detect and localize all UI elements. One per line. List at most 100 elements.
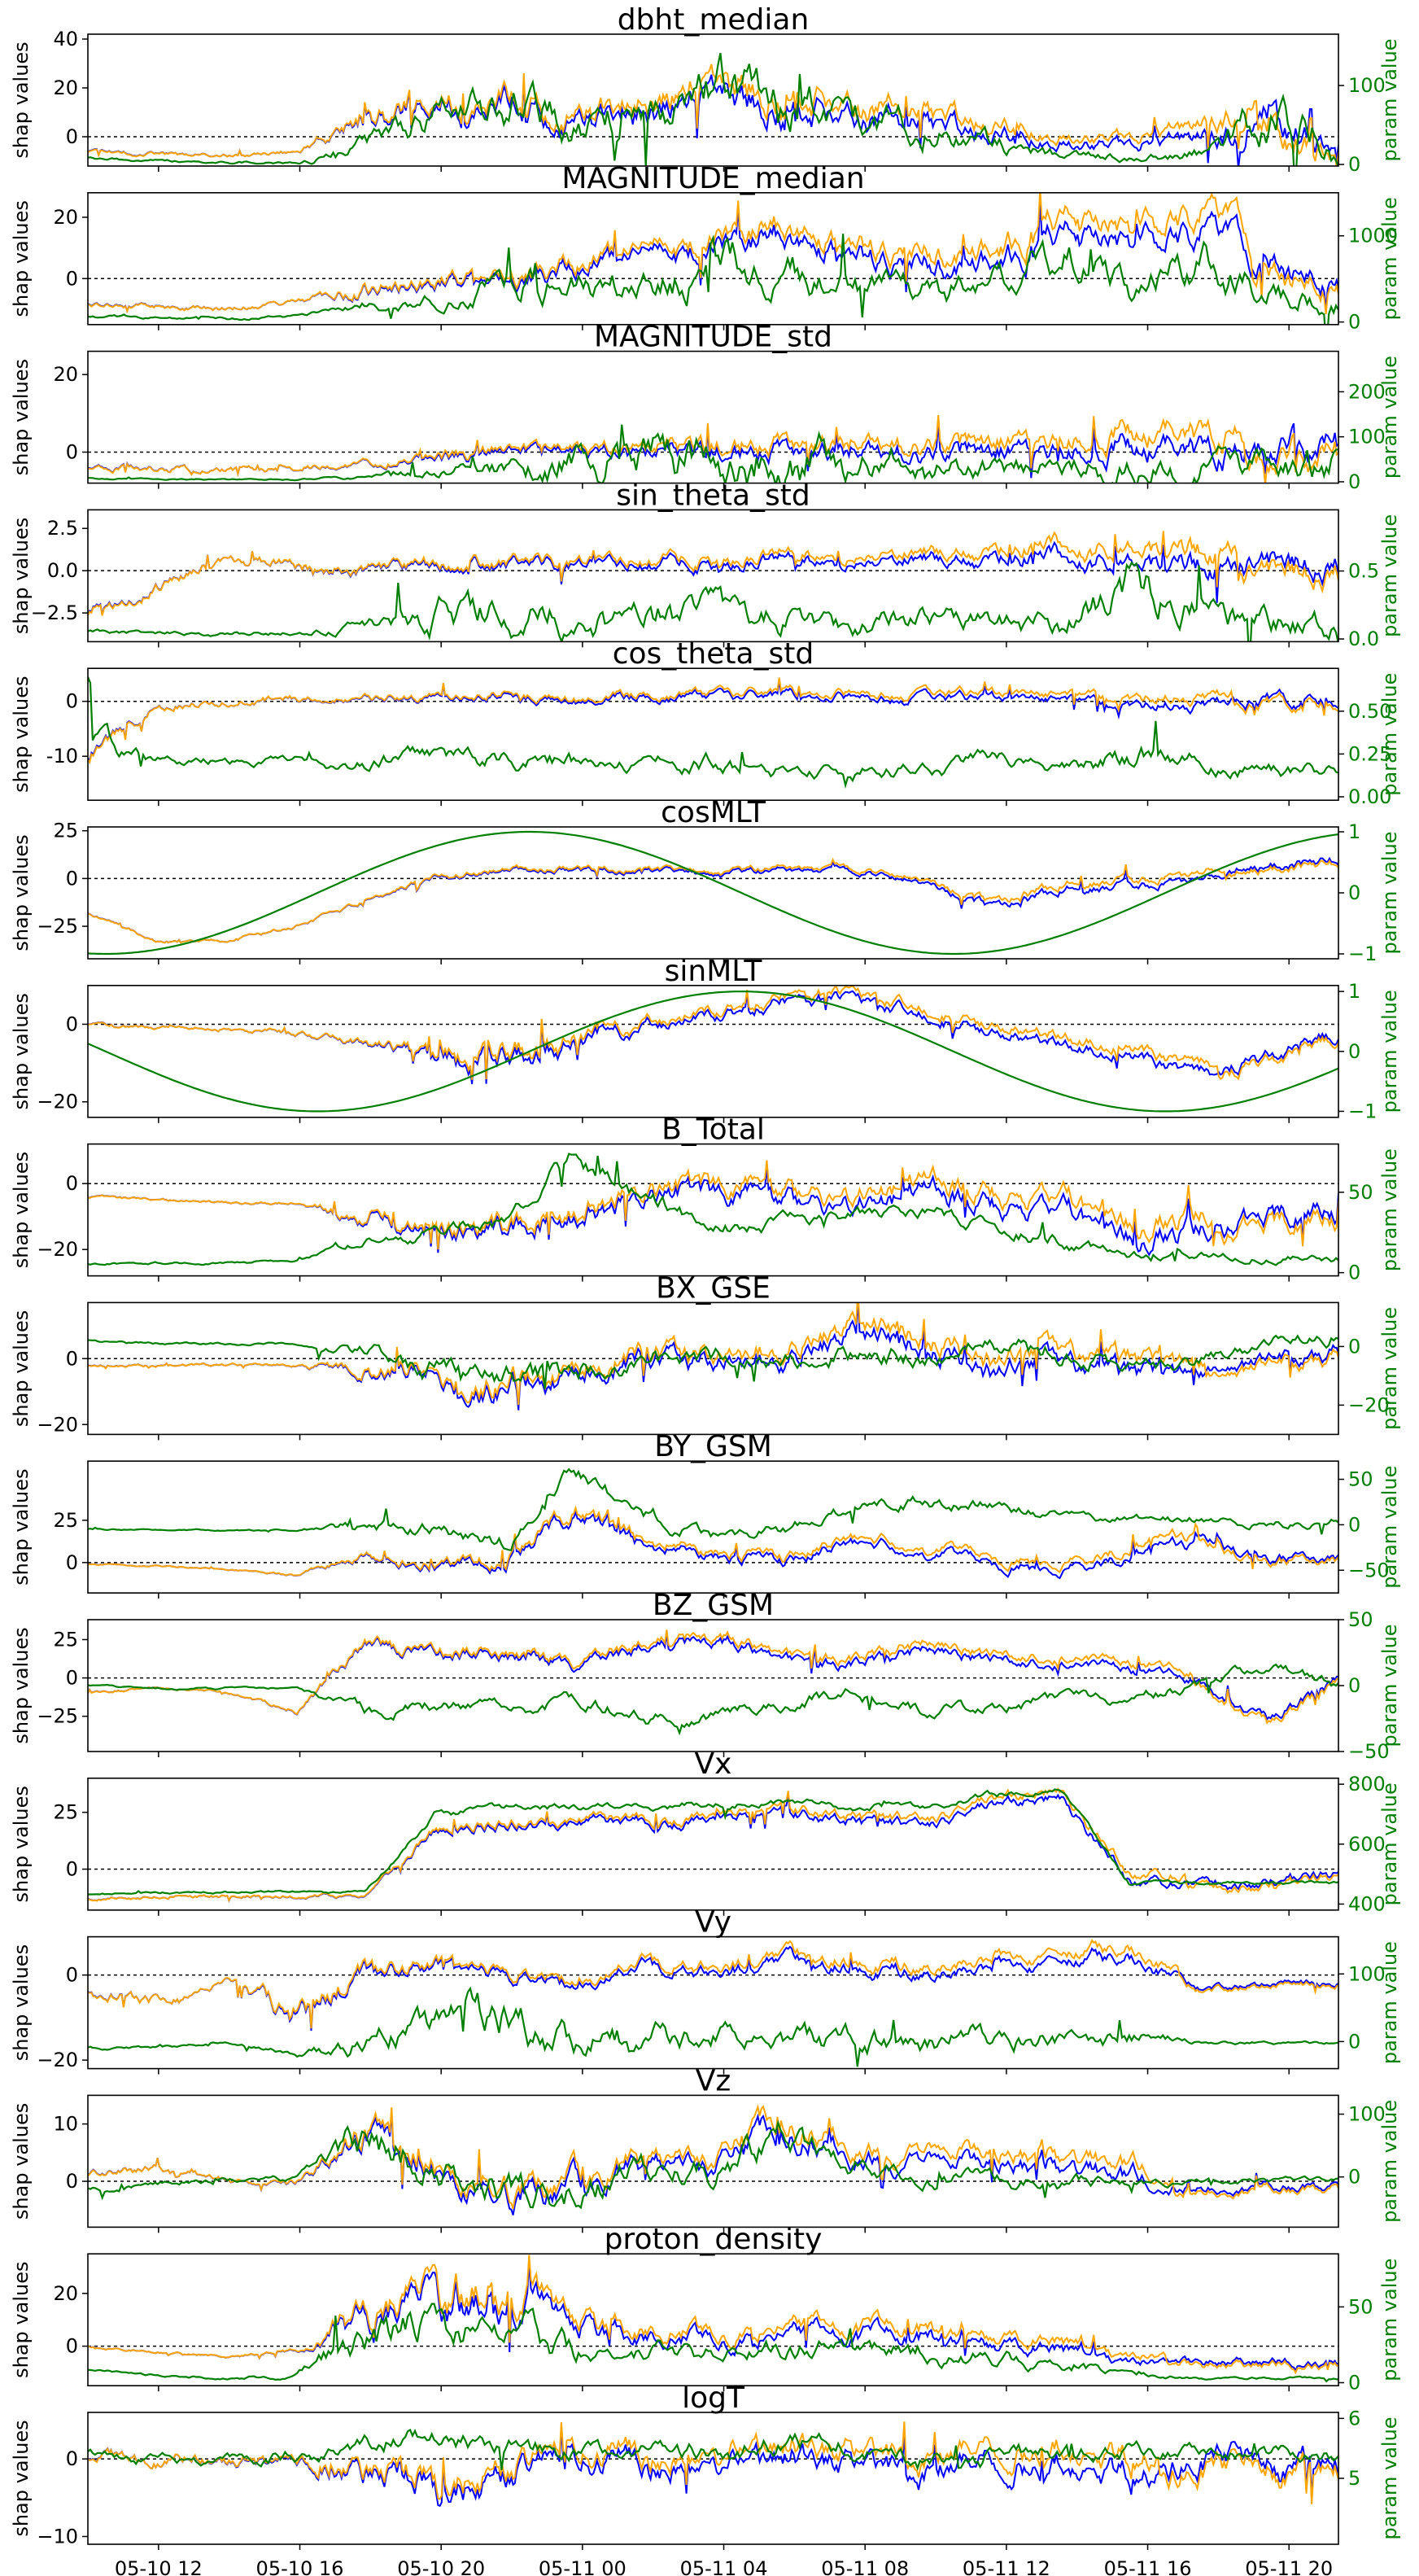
y-tick-label: −20: [37, 1091, 78, 1113]
shap-series-orange: [88, 985, 1338, 1081]
y2-tick-label: 100: [1348, 1962, 1386, 1985]
param-series-green: [88, 424, 1338, 483]
y2-tick-label: 0: [1348, 1262, 1360, 1284]
y2-tick-label: 1000: [1348, 225, 1398, 247]
plot-area: [88, 52, 1338, 166]
y-axis-label: shap values: [10, 1944, 33, 2061]
y2-tick-label: 0: [1348, 1674, 1360, 1697]
shap-series-orange: [88, 2255, 1338, 2375]
axes-frame: [87, 1619, 1339, 1752]
y-tick-label: 25: [53, 1628, 78, 1651]
param-series-green: [88, 561, 1338, 642]
plot-area: [88, 985, 1338, 1113]
y2-tick-label: 50: [1348, 1608, 1373, 1631]
shap-series-blue: [88, 422, 1338, 479]
shap-series-orange: [88, 63, 1338, 166]
shap-series-blue: [88, 1945, 1338, 2031]
y2-tick-label: 0: [1348, 2030, 1360, 2053]
x-tick-label: 05-10 16: [256, 2557, 344, 2576]
y2-tick-label: 600: [1348, 1833, 1386, 1856]
plot-area: [88, 1787, 1338, 1903]
panel-vy: Vy −20 0 0 100 shap values param value: [10, 1906, 1401, 2075]
panel-proton-density: proton_density 0 20 0 50 shap values param val…: [10, 2223, 1401, 2394]
y-tick-label: 0: [66, 267, 78, 290]
y-axis-label: shap values: [10, 1310, 33, 1427]
y2-tick-label: 0: [1348, 470, 1360, 493]
axes-frame: [87, 667, 1339, 802]
plot-area: [88, 1629, 1338, 1736]
axes-frame: [87, 1143, 1339, 1277]
param-series-green: [88, 1986, 1338, 2067]
y2-tick-label: 0: [1348, 1040, 1360, 1063]
y2-tick-label: −50: [1348, 1740, 1390, 1763]
plot-area: [88, 1939, 1338, 2067]
shap-series-orange: [88, 1787, 1338, 1903]
y-tick-label: 0: [66, 1551, 78, 1574]
panel-bx-gse: BX_GSE −20 0 −20 0 shap values param value: [10, 1271, 1401, 1441]
y2-tick-label: 0.0: [1348, 628, 1379, 650]
y-axis-label: shap values: [10, 200, 33, 317]
shap-series-orange: [88, 1939, 1338, 2029]
panel-magnitude-median: MAGNITUDE_median 0 20 0 1000 shap values param…: [10, 162, 1401, 334]
shap-series-orange: [88, 677, 1338, 765]
plot-area: [88, 830, 1338, 956]
y2-tick-label: 0: [1348, 1513, 1360, 1536]
plot-area: [88, 2104, 1338, 2215]
axes-frame: [87, 1301, 1339, 1436]
x-tick-label: 05-11 08: [821, 2557, 909, 2576]
y2-axis-label: param value: [1378, 1307, 1401, 1430]
axes-frame: [87, 826, 1339, 960]
y-tick-label: 0: [66, 2335, 78, 2358]
panel-title: Vx: [695, 1747, 732, 1781]
panel-title: B_Total: [661, 1113, 765, 1147]
y-tick-label: −25: [37, 915, 78, 938]
y-tick-label: 0: [66, 1858, 78, 1881]
y2-tick-label: 200: [1348, 380, 1386, 403]
panel-by-gsm: BY_GSM 0 25 −50 0 50 shap values param value: [10, 1430, 1401, 1599]
y2-tick-label: 100: [1348, 74, 1386, 97]
y-tick-label: 0: [66, 867, 78, 890]
y-tick-label: 0: [66, 1667, 78, 1690]
param-series-green: [88, 1152, 1338, 1266]
panel-title: sin_theta_std: [616, 479, 810, 512]
param-series-green: [88, 2119, 1338, 2210]
axes-frame: [87, 2094, 1339, 2228]
y2-tick-label: 0: [1348, 881, 1360, 904]
y-axis-label: shap values: [10, 42, 33, 158]
axes-frame: [87, 2253, 1339, 2386]
y-axis-label: shap values: [10, 518, 33, 634]
shap-series-orange: [88, 857, 1338, 944]
y-tick-label: −2.5: [31, 601, 78, 624]
y2-axis-label: param value: [1378, 1941, 1401, 2064]
panel-title: logT: [682, 2381, 745, 2415]
y-tick-label: 0: [66, 1964, 78, 1987]
y-axis-label: shap values: [10, 1627, 33, 1743]
y-axis-label: shap values: [10, 834, 33, 951]
y-tick-label: −20: [37, 2049, 78, 2071]
y-tick-label: -10: [46, 745, 78, 768]
y2-tick-label: 6: [1348, 2407, 1360, 2429]
y-axis-label: shap values: [10, 1152, 33, 1268]
y2-axis-label: param value: [1378, 197, 1401, 320]
y2-tick-label: 0.00: [1348, 785, 1391, 808]
y2-axis-label: param value: [1378, 1466, 1401, 1589]
y2-tick-label: 0.5: [1348, 560, 1379, 583]
y2-tick-label: −50: [1348, 1559, 1390, 1581]
axes-frame: [87, 509, 1339, 643]
plot-area: [88, 2255, 1338, 2383]
param-series-green: [88, 1334, 1338, 1389]
y2-tick-label: 0.25: [1348, 742, 1391, 765]
y-axis-label: shap values: [10, 1786, 33, 1902]
y-tick-label: 0: [66, 2447, 78, 2470]
y-tick-label: 0: [66, 1012, 78, 1035]
y-tick-label: 20: [53, 206, 78, 229]
y2-tick-label: 0: [1348, 2371, 1360, 2394]
shap-series-orange: [88, 1629, 1338, 1725]
y2-tick-label: 50: [1348, 1181, 1373, 1204]
y2-tick-label: −1: [1348, 1100, 1377, 1122]
x-tick-label: 05-11 04: [680, 2557, 768, 2576]
y-tick-label: 0: [66, 2170, 78, 2193]
